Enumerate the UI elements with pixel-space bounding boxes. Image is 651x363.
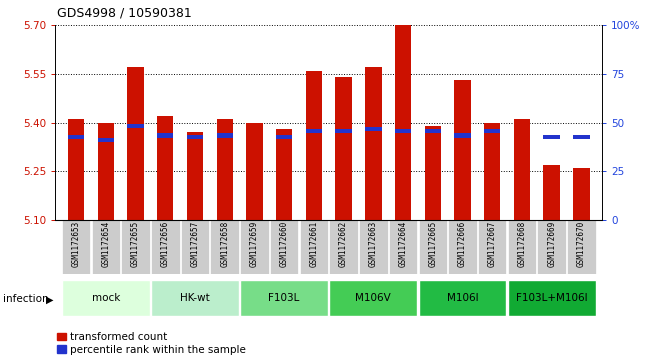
- Bar: [329, 280, 417, 316]
- Bar: [306, 129, 322, 133]
- Text: HK-wt: HK-wt: [180, 293, 210, 303]
- Text: GSM1172653: GSM1172653: [72, 221, 81, 268]
- Bar: [454, 81, 471, 220]
- Bar: [329, 220, 358, 274]
- Text: M106I: M106I: [447, 293, 478, 303]
- Text: infection: infection: [3, 294, 49, 305]
- Text: GSM1172659: GSM1172659: [250, 221, 259, 268]
- Bar: [299, 220, 328, 274]
- Bar: [514, 119, 530, 220]
- Bar: [187, 132, 203, 220]
- Text: GSM1172658: GSM1172658: [220, 221, 229, 268]
- Bar: [335, 77, 352, 220]
- Bar: [98, 122, 114, 220]
- Bar: [419, 220, 447, 274]
- Bar: [544, 164, 560, 220]
- Bar: [157, 116, 173, 220]
- Bar: [424, 126, 441, 220]
- Bar: [544, 135, 560, 139]
- Bar: [128, 124, 144, 128]
- Bar: [151, 280, 239, 316]
- Bar: [157, 133, 173, 138]
- Legend: transformed count, percentile rank within the sample: transformed count, percentile rank withi…: [57, 332, 245, 355]
- Text: GSM1172665: GSM1172665: [428, 221, 437, 268]
- Text: GSM1172670: GSM1172670: [577, 221, 586, 268]
- Bar: [537, 220, 566, 274]
- Bar: [484, 122, 501, 220]
- Bar: [210, 220, 239, 274]
- Bar: [128, 68, 144, 220]
- Bar: [389, 220, 417, 274]
- Text: GSM1172654: GSM1172654: [102, 221, 111, 268]
- Bar: [246, 122, 262, 220]
- Bar: [424, 129, 441, 133]
- Bar: [217, 119, 233, 220]
- Bar: [359, 220, 387, 274]
- Text: GSM1172662: GSM1172662: [339, 221, 348, 268]
- Text: GSM1172668: GSM1172668: [518, 221, 527, 268]
- Bar: [508, 220, 536, 274]
- Bar: [151, 220, 180, 274]
- Text: GSM1172667: GSM1172667: [488, 221, 497, 268]
- Text: GSM1172660: GSM1172660: [280, 221, 288, 268]
- Bar: [419, 280, 506, 316]
- Bar: [62, 280, 150, 316]
- Text: F103L+M106I: F103L+M106I: [516, 293, 587, 303]
- Text: GSM1172657: GSM1172657: [191, 221, 199, 268]
- Bar: [306, 71, 322, 220]
- Bar: [484, 129, 501, 133]
- Bar: [240, 280, 328, 316]
- Text: GSM1172666: GSM1172666: [458, 221, 467, 268]
- Bar: [121, 220, 150, 274]
- Text: GDS4998 / 10590381: GDS4998 / 10590381: [57, 7, 192, 20]
- Text: GSM1172656: GSM1172656: [161, 221, 170, 268]
- Bar: [92, 220, 120, 274]
- Bar: [449, 220, 477, 274]
- Text: GSM1172664: GSM1172664: [398, 221, 408, 268]
- Bar: [478, 220, 506, 274]
- Bar: [365, 68, 381, 220]
- Text: M106V: M106V: [355, 293, 391, 303]
- Bar: [276, 135, 292, 139]
- Bar: [181, 220, 209, 274]
- Bar: [573, 135, 590, 139]
- Text: GSM1172663: GSM1172663: [369, 221, 378, 268]
- Bar: [567, 220, 596, 274]
- Bar: [508, 280, 596, 316]
- Bar: [395, 25, 411, 220]
- Bar: [98, 138, 114, 142]
- Bar: [187, 135, 203, 139]
- Bar: [68, 119, 85, 220]
- Bar: [217, 133, 233, 138]
- Text: GSM1172669: GSM1172669: [547, 221, 556, 268]
- Text: GSM1172655: GSM1172655: [131, 221, 140, 268]
- Bar: [62, 220, 90, 274]
- Bar: [335, 129, 352, 133]
- Text: GSM1172661: GSM1172661: [309, 221, 318, 268]
- Bar: [365, 127, 381, 131]
- Text: ▶: ▶: [46, 294, 53, 305]
- Bar: [240, 220, 269, 274]
- Bar: [454, 133, 471, 138]
- Bar: [395, 129, 411, 133]
- Bar: [276, 129, 292, 220]
- Bar: [573, 168, 590, 220]
- Text: mock: mock: [92, 293, 120, 303]
- Text: F103L: F103L: [268, 293, 300, 303]
- Bar: [68, 135, 85, 139]
- Bar: [270, 220, 298, 274]
